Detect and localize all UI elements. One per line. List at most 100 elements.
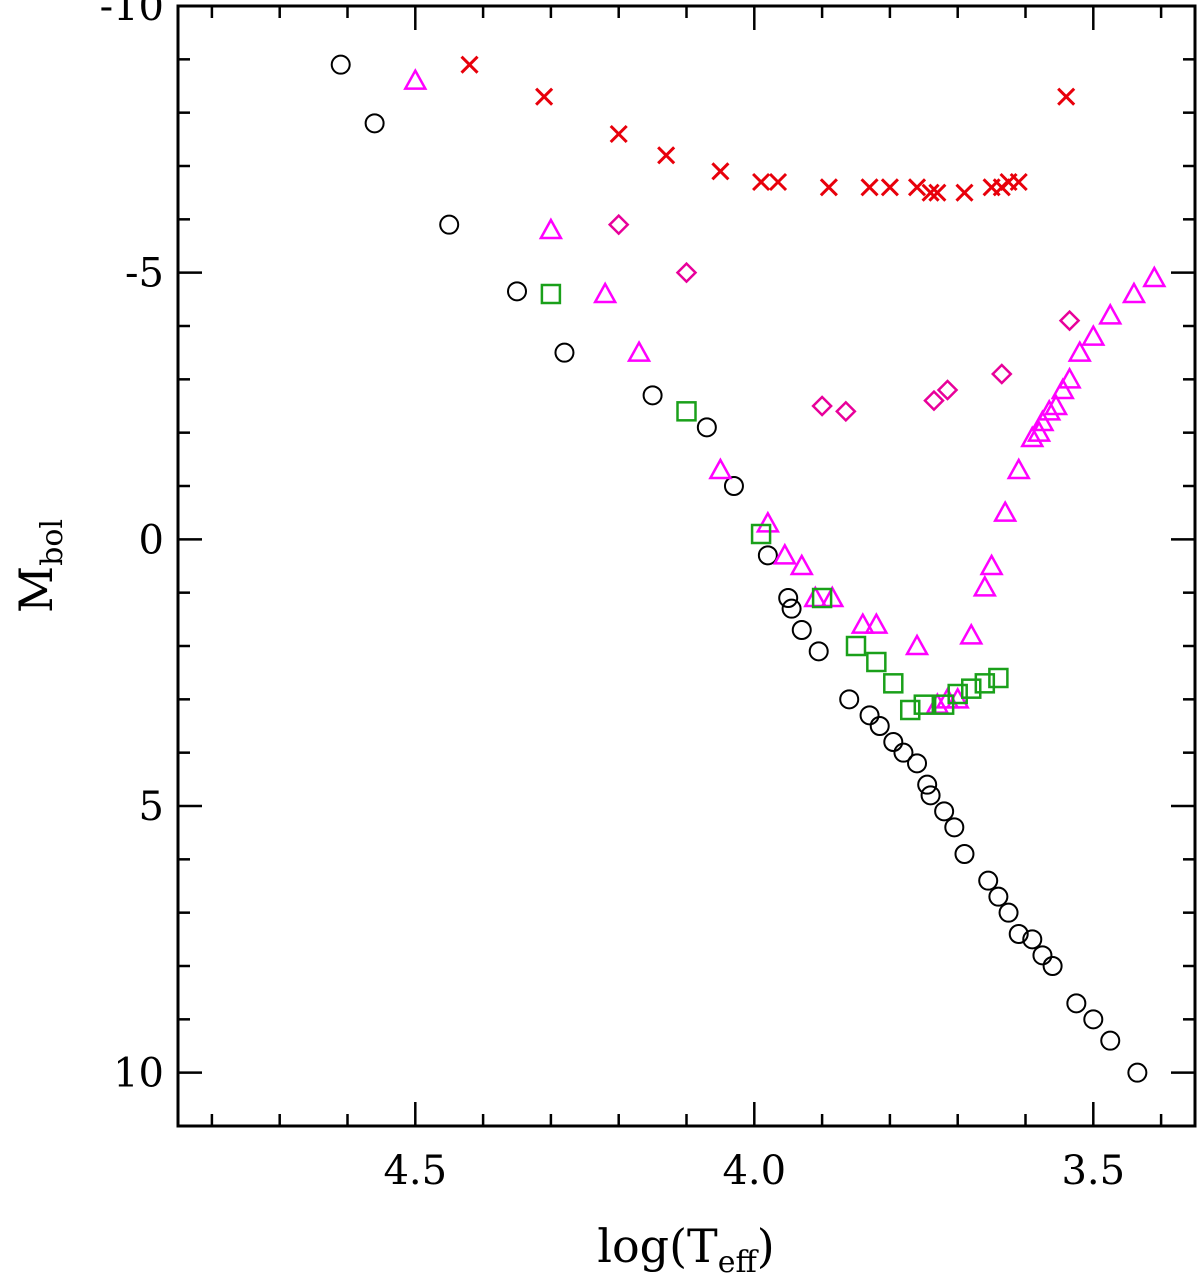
tick-labels: 4.5 4.0 3.5 -10 -5 0 5 10 [100, 0, 1126, 1194]
y-tick-label: 0 [139, 517, 164, 563]
circle-point [1022, 929, 1043, 950]
circle-point [1100, 1030, 1121, 1051]
triangle-point [789, 553, 814, 576]
triangle-point [1081, 324, 1106, 346]
triangle-point [979, 553, 1004, 576]
series-crosses [460, 55, 1076, 202]
diamond-point [936, 379, 959, 401]
triangle-point [626, 340, 652, 362]
triangle-point [593, 281, 618, 304]
circle-point [1066, 993, 1087, 1014]
triangle-point [1098, 302, 1123, 325]
circle-point [859, 705, 880, 726]
circle-point [791, 620, 812, 640]
square-point [913, 694, 935, 715]
cross-point [928, 183, 947, 202]
y-tick-label: -5 [125, 251, 164, 297]
triangle-point [850, 612, 875, 634]
circle-point [1083, 1009, 1104, 1030]
y-tick-label: -10 [100, 0, 164, 30]
cross-point [907, 178, 927, 197]
triangle-point [993, 500, 1018, 522]
triangle-point [755, 510, 780, 533]
circle-point [954, 844, 975, 864]
square-point [811, 587, 833, 609]
plot-frame [176, 4, 1197, 1128]
triangle-point [403, 68, 428, 90]
triangle-point [1020, 425, 1045, 448]
triangle-point [708, 457, 733, 480]
cross-point [535, 87, 554, 106]
cross-point [460, 55, 479, 74]
cross-point [657, 146, 676, 165]
circle-point [642, 385, 663, 406]
cross-point [609, 124, 628, 144]
circle-point [757, 545, 778, 566]
triangle-point [864, 612, 889, 634]
diamond-point [675, 261, 698, 284]
circle-point [330, 54, 351, 75]
square-point [866, 651, 887, 673]
triangle-point [904, 633, 930, 656]
triangle-point [1067, 340, 1092, 362]
series-circles [330, 54, 1148, 1083]
circle-point [839, 689, 860, 710]
triangle-point [772, 542, 797, 565]
y-tick-label: 5 [139, 784, 164, 830]
circle-point [364, 113, 385, 134]
series-squares [540, 283, 1009, 721]
x-axis-label: log(Teff) [597, 1219, 775, 1274]
triangle-point [1026, 420, 1052, 442]
square-point [883, 673, 904, 694]
triangle-point [803, 585, 828, 608]
triangle-point [1142, 265, 1167, 288]
square-point [899, 699, 921, 721]
circle-point [988, 886, 1009, 907]
cross-point [768, 172, 788, 192]
square-point [540, 283, 562, 305]
triangle-point [1057, 366, 1082, 389]
circle-point [998, 902, 1019, 923]
circle-point [869, 716, 890, 736]
cross-point [752, 172, 771, 192]
circle-point [1032, 945, 1053, 966]
square-point [933, 694, 955, 715]
axis-ticks [178, 6, 1195, 1126]
square-point [961, 678, 982, 699]
series-diamonds [607, 213, 1081, 423]
circle-point [934, 801, 955, 822]
circle-point [1127, 1062, 1148, 1083]
circle-point [920, 785, 941, 806]
square-point [947, 683, 968, 705]
circle-point [893, 742, 914, 763]
circle-point [883, 732, 904, 752]
triangle-point [538, 217, 564, 240]
circle-point [696, 417, 717, 438]
circle-point [554, 342, 575, 363]
triangle-point [1030, 409, 1055, 432]
triangle-point [972, 574, 997, 597]
y-tick-label: 10 [113, 1051, 164, 1097]
diamond-point [1058, 309, 1081, 332]
square-point [988, 667, 1009, 689]
y-axis-label: Mbol [9, 519, 70, 613]
circle-point [944, 817, 965, 838]
circle-point [978, 870, 999, 891]
square-point [750, 523, 772, 545]
diamond-point [923, 389, 945, 412]
diamond-point [835, 400, 857, 423]
square-point [676, 401, 697, 422]
data-points [330, 54, 1167, 1083]
triangle-point [1037, 398, 1062, 421]
x-tick-label: 4.5 [383, 1148, 447, 1194]
x-tick-label: 3.5 [1061, 1148, 1125, 1194]
cross-point [860, 178, 879, 197]
triangle-point [1006, 457, 1031, 480]
cross-point [1057, 87, 1076, 106]
circle-point [507, 281, 527, 302]
cross-point [955, 183, 974, 202]
diamond-point [991, 363, 1013, 385]
circle-point [778, 588, 799, 608]
circle-point [439, 214, 460, 235]
